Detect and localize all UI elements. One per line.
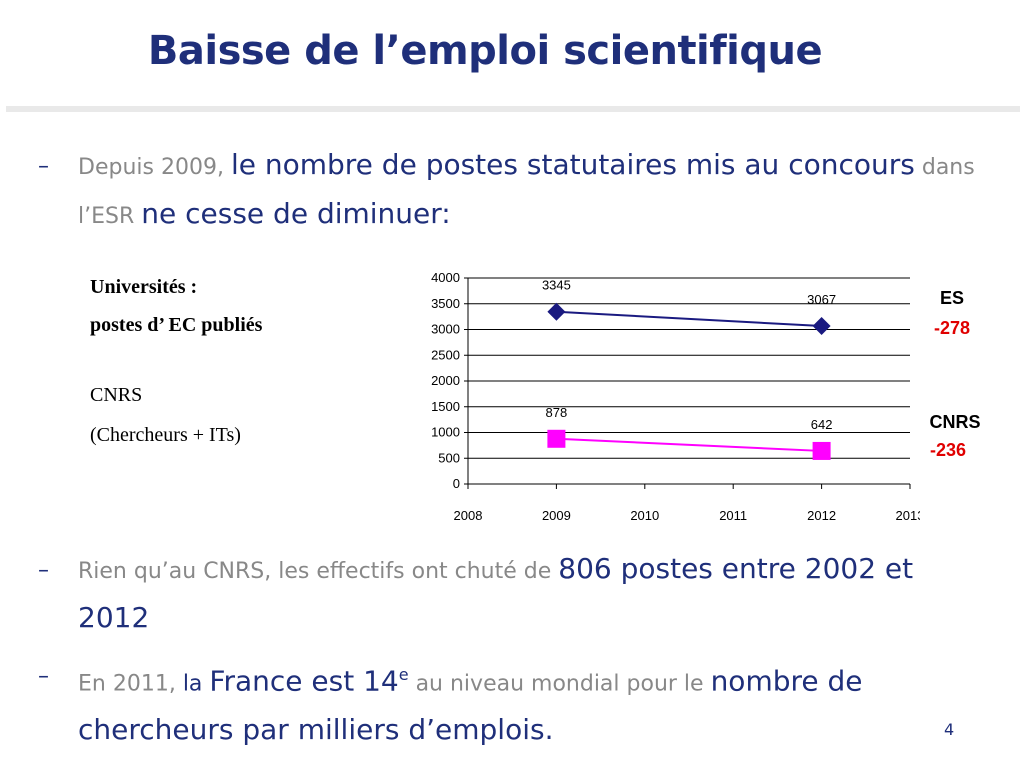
y-tick-label: 1000: [431, 425, 460, 440]
label-universites: Universités :: [90, 276, 198, 298]
label-postes-ec: postes d’ EC publiés: [90, 314, 263, 336]
data-label: 3067: [807, 292, 836, 307]
bullet-dash: –: [38, 664, 49, 689]
y-tick-label: 2000: [431, 373, 460, 388]
bullet-3-part3: France est 14: [209, 664, 399, 698]
bullet-1: – Depuis 2009, le nombre de postes statu…: [38, 142, 978, 240]
cnrs-change-value: -236: [929, 440, 967, 460]
data-point-diamond: [547, 302, 566, 321]
y-tick-label: 1500: [431, 399, 460, 414]
bullet-1-part4: ne cesse de diminuer:: [141, 197, 451, 230]
series-line-0: [556, 310, 822, 328]
y-tick-label: 3500: [431, 296, 460, 311]
y-tick-label: 3000: [431, 322, 460, 337]
bullet-2-part1: Rien qu’au CNRS, les effectifs ont chuté…: [78, 559, 559, 584]
bullet-3: – En 2011, la France est 14e au niveau m…: [38, 652, 978, 753]
bullet-1-part3: dans l’ESR: [78, 155, 975, 229]
series-line-1: [556, 437, 822, 452]
bullet-3-part5: nombre de chercheurs par milliers d’empl…: [78, 664, 863, 747]
data-point-diamond: [812, 317, 831, 336]
bullet-2: – Rien qu’au CNRS, les effectifs ont chu…: [38, 546, 978, 641]
data-label: 3345: [542, 278, 571, 293]
y-tick-label: 2500: [431, 347, 460, 362]
data-label: 642: [811, 417, 833, 432]
bullet-2-part2: 806 postes entre 2002 et 2012: [78, 552, 914, 634]
x-tick-label: 2012: [807, 508, 836, 523]
line-chart: 0 500 1000 1500 2000 2500 3000 3500 4000 2008 2009…: [431, 270, 920, 523]
bullet-dash: –: [38, 558, 49, 583]
y-tick-label: 500: [438, 450, 460, 465]
bullet-3-part2: la: [182, 671, 210, 697]
es-series-label: ES: [939, 288, 964, 308]
slide-title: Baisse de l’emploi scientifique: [147, 28, 823, 74]
x-tick-label: 2011: [719, 508, 747, 523]
bullet-1-part2: le nombre de postes statutaires mis au c…: [230, 148, 915, 181]
y-tick-label: 4000: [431, 270, 460, 285]
label-cnrs: CNRS: [90, 384, 143, 406]
data-label: 878: [546, 405, 568, 420]
x-tick-label: 2010: [630, 508, 659, 523]
cnrs-series-label: CNRS: [929, 412, 981, 432]
data-point-square: [812, 441, 831, 460]
bullet-3-part1: En 2011,: [78, 671, 183, 697]
bullet-dash: –: [38, 154, 49, 179]
bullet-1-part1: Depuis 2009,: [78, 155, 231, 180]
es-change-value: -278: [933, 318, 971, 338]
bullet-3-part4: au niveau mondial pour le: [408, 671, 711, 697]
label-chercheurs-its: (Chercheurs + ITs): [90, 424, 241, 446]
x-tick-label: 2008: [454, 508, 483, 523]
title-divider: [6, 106, 1020, 112]
page-number: 4: [944, 720, 955, 739]
data-point-square: [547, 429, 566, 448]
bullet-3-superscript: e: [398, 665, 409, 684]
x-tick-label: 2009: [542, 508, 571, 523]
y-tick-label: 0: [453, 476, 460, 491]
